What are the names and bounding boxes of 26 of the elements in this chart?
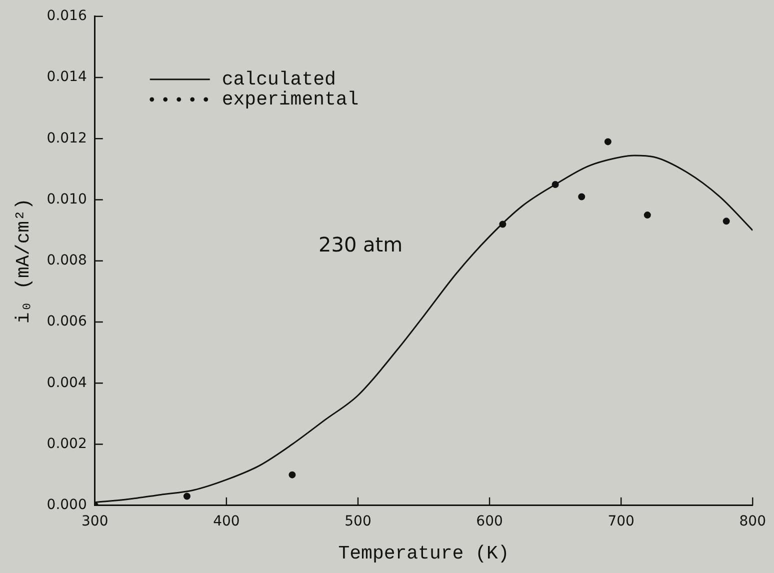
y-tick-label: 0.000	[46, 497, 87, 514]
point	[722, 218, 730, 225]
x-tick-label: 800	[739, 513, 766, 530]
y-tick-label: 0.006	[46, 314, 87, 330]
point	[604, 138, 612, 146]
x-tick-label: 500	[344, 513, 372, 530]
y-tick-label: 0.012	[46, 130, 87, 146]
point	[578, 193, 586, 200]
y-tick-label: 0.004	[46, 374, 87, 391]
y-tick-label: 0.002	[46, 436, 87, 452]
y-tick-label: 0.014	[46, 69, 87, 86]
y-tick-label: 0.016	[46, 8, 87, 24]
x-tick-label: 700	[608, 513, 634, 530]
x-tick-label: 300	[82, 513, 108, 530]
x-tick-label: 400	[213, 513, 240, 530]
point	[644, 212, 651, 219]
legend-label: calculated	[222, 68, 336, 90]
x-axis-title: Temperature (K)	[338, 542, 510, 565]
annotation: 230 atm	[318, 232, 403, 256]
y-tick-label: 0.010	[46, 191, 87, 208]
y-axis-title: i₀ (mA/cm²)	[12, 198, 34, 324]
point	[288, 471, 296, 478]
legend-label: experimental	[222, 88, 359, 110]
x-tick-label: 600	[476, 513, 503, 530]
y-tick-label: 0.008	[46, 252, 87, 269]
point	[183, 492, 190, 500]
